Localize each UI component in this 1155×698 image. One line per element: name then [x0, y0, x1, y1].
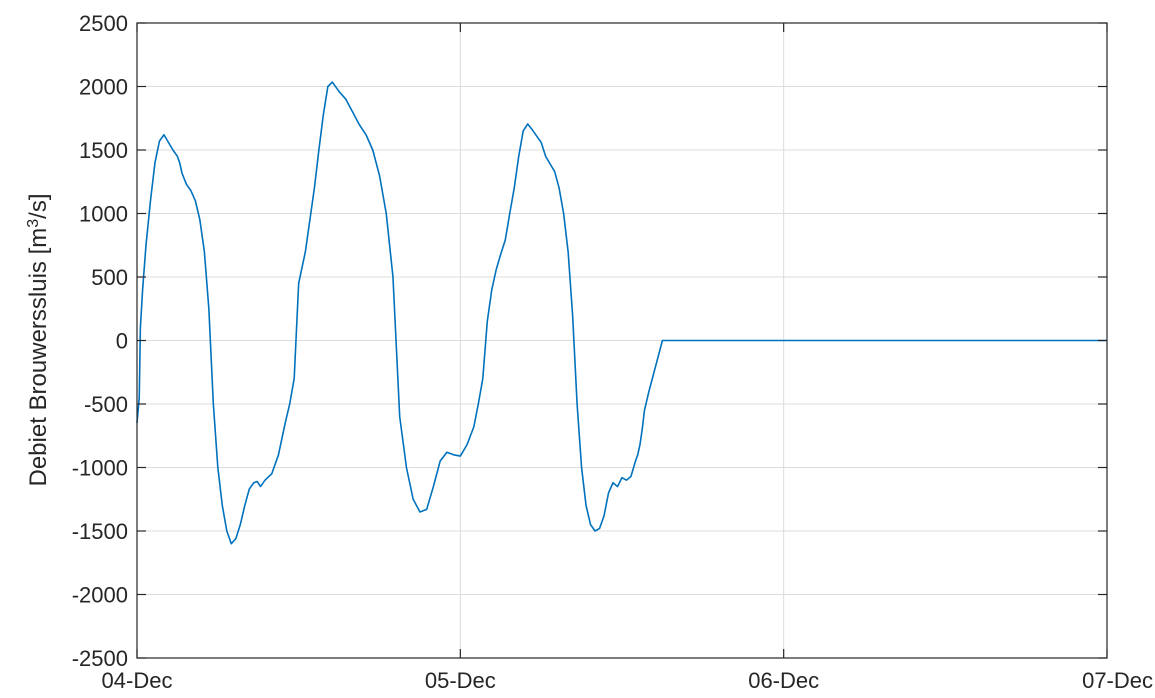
series-layer [136, 81, 1107, 545]
y-tick-label: 500 [91, 265, 128, 290]
x-tick-label: 07-Dec [1082, 668, 1153, 693]
y-axis-label-superscript: 3 [25, 219, 42, 228]
series-line-1 [136, 81, 1107, 545]
axes-box [136, 22, 1108, 659]
x-tick-label: 05-Dec [425, 668, 496, 693]
y-tick-label: 1000 [79, 202, 128, 227]
x-tick-label: 04-Dec [102, 668, 173, 693]
y-tick-label: 1500 [79, 138, 128, 163]
y-tick-label: -2500 [72, 646, 128, 671]
tick-labels: 2500 2000 1500 1000 500 0 -500 -1000 -1500 -2000 -… [72, 11, 1153, 693]
y-tick-label: 2000 [79, 75, 128, 100]
y-tick-label: -2000 [72, 583, 128, 608]
y-axis-label-suffix: /s] [25, 194, 52, 219]
y-tick-label: -1500 [72, 519, 128, 544]
y-tick-label: -500 [84, 392, 128, 417]
axes [136, 22, 1108, 659]
x-tick-label: 06-Dec [748, 668, 819, 693]
y-axis-label: Debiet Brouwerssluis [m3/s] [25, 194, 53, 487]
y-tick-label: -1000 [72, 456, 128, 481]
y-tick-label: 2500 [79, 11, 128, 36]
y-tick-label: 0 [116, 329, 128, 354]
y-axis-label-prefix: Debiet Brouwerssluis [m [25, 228, 52, 487]
